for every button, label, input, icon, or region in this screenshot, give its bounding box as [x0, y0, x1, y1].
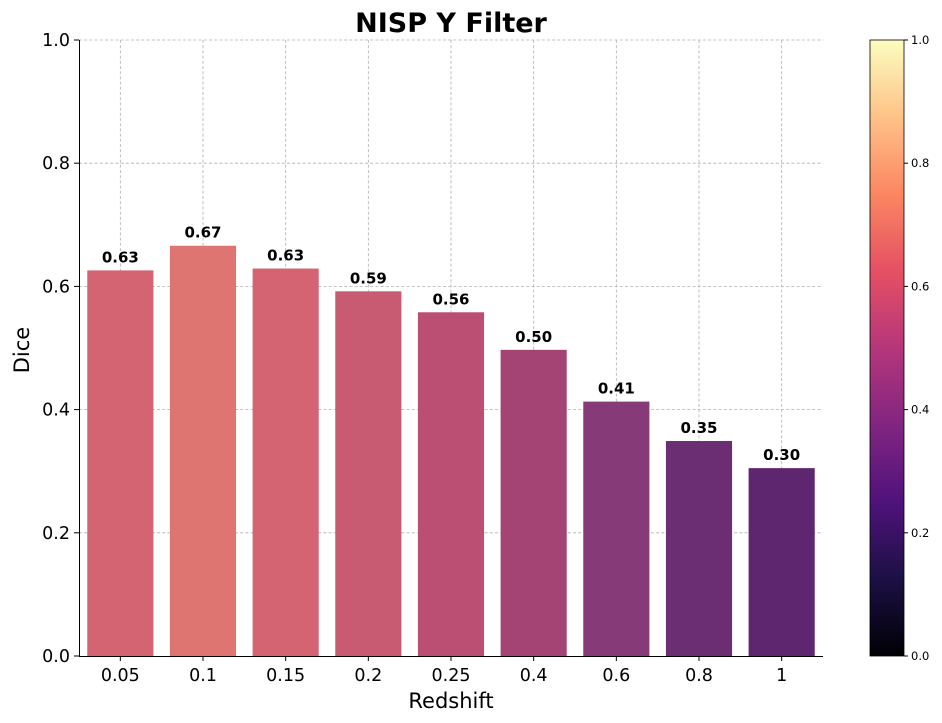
- bar-value-label: 0.30: [763, 446, 800, 464]
- bar: [169, 245, 237, 656]
- colorbar-ticks: 0.0 0.2 0.4 0.6 0.8 1.0: [904, 33, 929, 663]
- colorbar-tick-label: 0.0: [911, 649, 929, 663]
- x-ticks: 0.05 0.1 0.15 0.2 0.25 0.4 0.6 0.8 1: [101, 656, 787, 686]
- bar: [252, 268, 319, 656]
- bar-value-label: 0.67: [184, 224, 221, 242]
- y-tick-label: 0.2: [42, 524, 70, 544]
- bar-value-label: 0.59: [350, 269, 387, 287]
- colorbar-tick-label: 0.2: [911, 526, 929, 540]
- bar: [583, 401, 650, 656]
- x-tick-label: 0.05: [101, 666, 140, 686]
- x-tick-label: 0.8: [685, 666, 713, 686]
- y-tick-label: 1.0: [42, 31, 70, 51]
- bars: [87, 245, 815, 656]
- bar-value-label: 0.63: [102, 248, 139, 266]
- y-tick-label: 0.6: [42, 277, 70, 297]
- bar: [335, 291, 402, 656]
- y-axis-label: Dice: [10, 327, 34, 373]
- x-tick-label: 0.2: [354, 666, 382, 686]
- x-tick-label: 0.25: [432, 666, 471, 686]
- y-tick-label: 0.8: [42, 154, 70, 174]
- bar-value-label: 0.41: [598, 380, 635, 398]
- bar-value-label: 0.35: [680, 419, 717, 437]
- bar-value-label: 0.56: [432, 290, 469, 308]
- bar: [665, 441, 733, 656]
- bar: [748, 468, 815, 656]
- colorbar-tick-label: 0.4: [911, 403, 929, 417]
- colorbar: [869, 39, 905, 657]
- x-tick-label: 0.6: [602, 666, 630, 686]
- chart-title: NISP Y Filter: [355, 8, 547, 39]
- y-ticks: 0.0 0.2 0.4 0.6 0.8 1.0: [42, 31, 79, 667]
- colorbar-tick-label: 1.0: [911, 33, 929, 47]
- x-axis-label: Redshift: [408, 689, 493, 713]
- bar-value-label: 0.63: [267, 247, 304, 265]
- colorbar-tick-label: 0.6: [911, 279, 929, 293]
- x-tick-label: 1: [776, 666, 787, 686]
- bar: [87, 270, 154, 656]
- bar-value-label: 0.50: [515, 328, 552, 346]
- bar: [417, 312, 485, 656]
- x-tick-label: 0.15: [266, 666, 305, 686]
- y-tick-label: 0.4: [42, 401, 70, 421]
- y-tick-label: 0.0: [42, 647, 70, 667]
- bar: [500, 349, 567, 656]
- bar-value-labels: 0.63 0.67 0.63 0.59 0.56 0.50 0.41 0.35 0.30: [102, 224, 800, 464]
- colorbar-tick-label: 0.8: [911, 156, 929, 170]
- x-tick-label: 0.1: [189, 666, 217, 686]
- x-tick-label: 0.4: [520, 666, 548, 686]
